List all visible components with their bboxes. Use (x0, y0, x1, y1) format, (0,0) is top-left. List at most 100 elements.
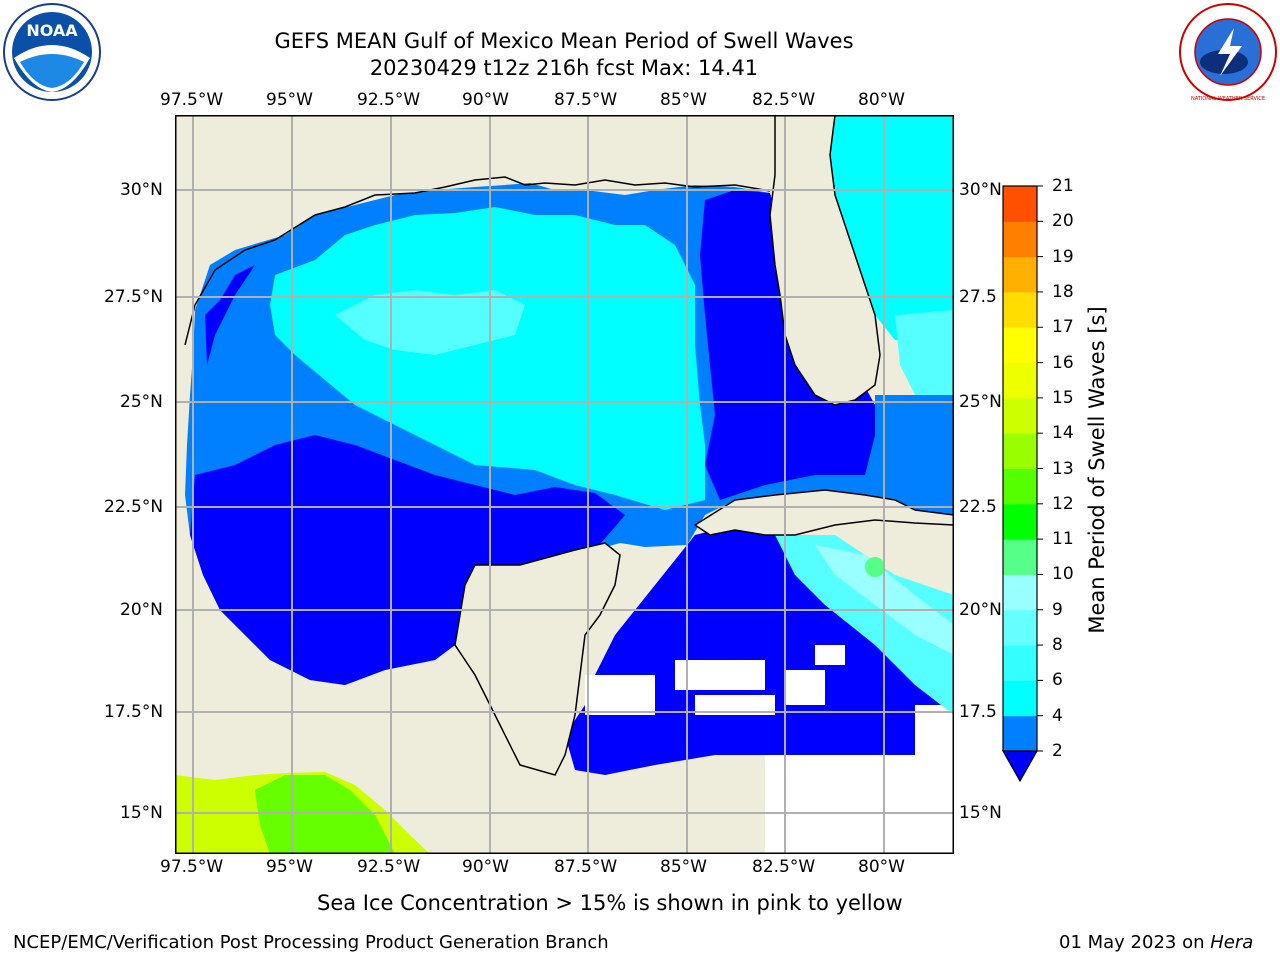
map-panel (175, 115, 954, 854)
colorbar-band (1003, 468, 1037, 505)
cuba-land (693, 489, 954, 536)
colorbar-label: Mean Period of Swell Waves [s] (1085, 306, 1109, 634)
colorbar-tick-label: 2 (1052, 741, 1063, 761)
footer-date: 01 May 2023 on Hera (1059, 932, 1253, 954)
colorbar-band (1003, 609, 1037, 646)
footer-date-text: 01 May 2023 on (1059, 932, 1211, 953)
colorbar-tick-label: 11 (1052, 529, 1074, 550)
gulf-dark-south (190, 435, 625, 685)
lon-label-top: 95°W (266, 90, 313, 110)
colorbar-extension (1001, 750, 1039, 783)
lat-label-right: 17.5 (959, 702, 997, 722)
colorbar-tick-label: 15 (1052, 387, 1074, 408)
colorbar-band (1003, 433, 1037, 469)
lon-label-top: 97.5°W (160, 90, 224, 110)
colorbar-band (1003, 327, 1037, 364)
caribbean-green-spot (865, 557, 885, 577)
footer-machine: Hera (1210, 932, 1254, 953)
colorbar-tick-label: 8 (1052, 635, 1063, 656)
lon-label-bottom: 90°W (462, 857, 509, 877)
lat-label-left: 30°N (120, 180, 163, 200)
lat-label-left: 25°N (120, 392, 163, 412)
lat-label-right: 15°N (959, 803, 1002, 823)
caribbean-swell-band (775, 535, 954, 715)
colorbar-band (1003, 291, 1037, 328)
gulf-cyan (270, 207, 705, 510)
colorbar-band (1003, 362, 1037, 399)
noaa-logo-text: NOAA (26, 21, 78, 40)
no-data-patch (815, 645, 845, 665)
bahamas-blue (875, 395, 954, 505)
colorbar-tick-label: 18 (1052, 281, 1074, 302)
colorbar-tick-label: 9 (1052, 599, 1063, 620)
lon-label-bottom: 95°W (266, 857, 313, 877)
colorbar-tick-label: 13 (1052, 458, 1074, 479)
lon-label-top: 80°W (858, 90, 905, 110)
atlantic-water (830, 115, 954, 345)
lat-label-left: 15°N (120, 803, 163, 823)
colorbar-band (1003, 221, 1037, 258)
colorbar-tick-label: 10 (1052, 564, 1074, 585)
title-line-2: 20230429 t12z 216h fcst Max: 14.41 (369, 56, 759, 80)
colorbar-tick-label: 12 (1052, 493, 1074, 514)
gulf-dark-west (205, 265, 255, 365)
lat-label-left: 27.5°N (104, 287, 164, 307)
lon-label-bottom: 92.5°W (357, 857, 421, 877)
colorbar-band (1003, 503, 1037, 540)
lon-label-top: 92.5°W (357, 90, 421, 110)
noaa-logo: NOAA (2, 2, 102, 102)
lat-label-right: 30°N (959, 180, 1002, 200)
colorbar-tick-label: 14 (1052, 423, 1074, 444)
colorbar-tick-label: 20 (1052, 211, 1074, 232)
colorbar-tick-label: 6 (1052, 670, 1063, 691)
lat-label-right: 20°N (959, 600, 1002, 620)
colorbar-band (1003, 715, 1037, 752)
colorbar-band (1003, 680, 1037, 717)
lon-label-bottom: 85°W (660, 857, 707, 877)
lon-label-top: 90°W (462, 90, 509, 110)
lon-label-bottom: 82.5°W (752, 857, 816, 877)
colorbar-band (1003, 539, 1037, 575)
florida-land (769, 115, 881, 406)
lon-label-bottom: 97.5°W (160, 857, 224, 877)
sea-ice-note: Sea Ice Concentration > 15% is shown in … (317, 891, 903, 915)
lon-label-top: 85°W (660, 90, 707, 110)
colorbar-band (1003, 574, 1037, 611)
us-coastline (184, 176, 771, 346)
no-data-patch (915, 705, 954, 755)
lat-label-right: 22.5 (959, 497, 997, 517)
colorbar-band (1003, 645, 1037, 681)
lon-label-bottom: 80°W (858, 857, 905, 877)
colorbar-band (1003, 186, 1037, 222)
yucatan-land (454, 542, 621, 776)
atlantic-light (895, 310, 954, 395)
lat-label-right: 27.5 (959, 287, 997, 307)
lat-label-right: 25°N (959, 392, 1002, 412)
lat-label-left: 20°N (120, 600, 163, 620)
nws-logo-text: NATIONAL WEATHER SERVICE (1191, 96, 1265, 102)
gulf-cyan-light (335, 290, 525, 355)
footer-credit: NCEP/EMC/Verification Post Processing Pr… (13, 932, 609, 953)
lat-label-left: 17.5°N (104, 702, 164, 722)
colorbar-band (1003, 397, 1037, 434)
pacific-green (255, 775, 395, 854)
no-data-patch (765, 755, 954, 854)
colorbar-ticks: 2 4 6 8 9 10 11 12 13 14 15 16 17 18 19 20 21 (1052, 176, 1092, 786)
colorbar (1000, 185, 1043, 786)
graticule (175, 115, 954, 854)
colorbar-band (1003, 256, 1037, 293)
no-data-patch (675, 660, 765, 690)
title-line-1: GEFS MEAN Gulf of Mexico Mean Period of … (274, 29, 854, 53)
lon-label-top: 87.5°W (554, 90, 618, 110)
no-data-patch (585, 675, 655, 715)
colorbar-tick-label: 21 (1052, 176, 1074, 196)
lon-label-top: 82.5°W (752, 90, 816, 110)
nws-logo: NATIONAL WEATHER SERVICE (1178, 2, 1278, 102)
no-data-patch (785, 670, 825, 705)
lat-label-left: 22.5°N (104, 497, 164, 517)
colorbar-tick-label: 4 (1052, 705, 1063, 726)
colorbar-tick-label: 19 (1052, 246, 1074, 267)
colorbar-tick-label: 17 (1052, 317, 1074, 338)
lon-label-bottom: 87.5°W (554, 857, 618, 877)
no-data-patch (695, 695, 775, 715)
